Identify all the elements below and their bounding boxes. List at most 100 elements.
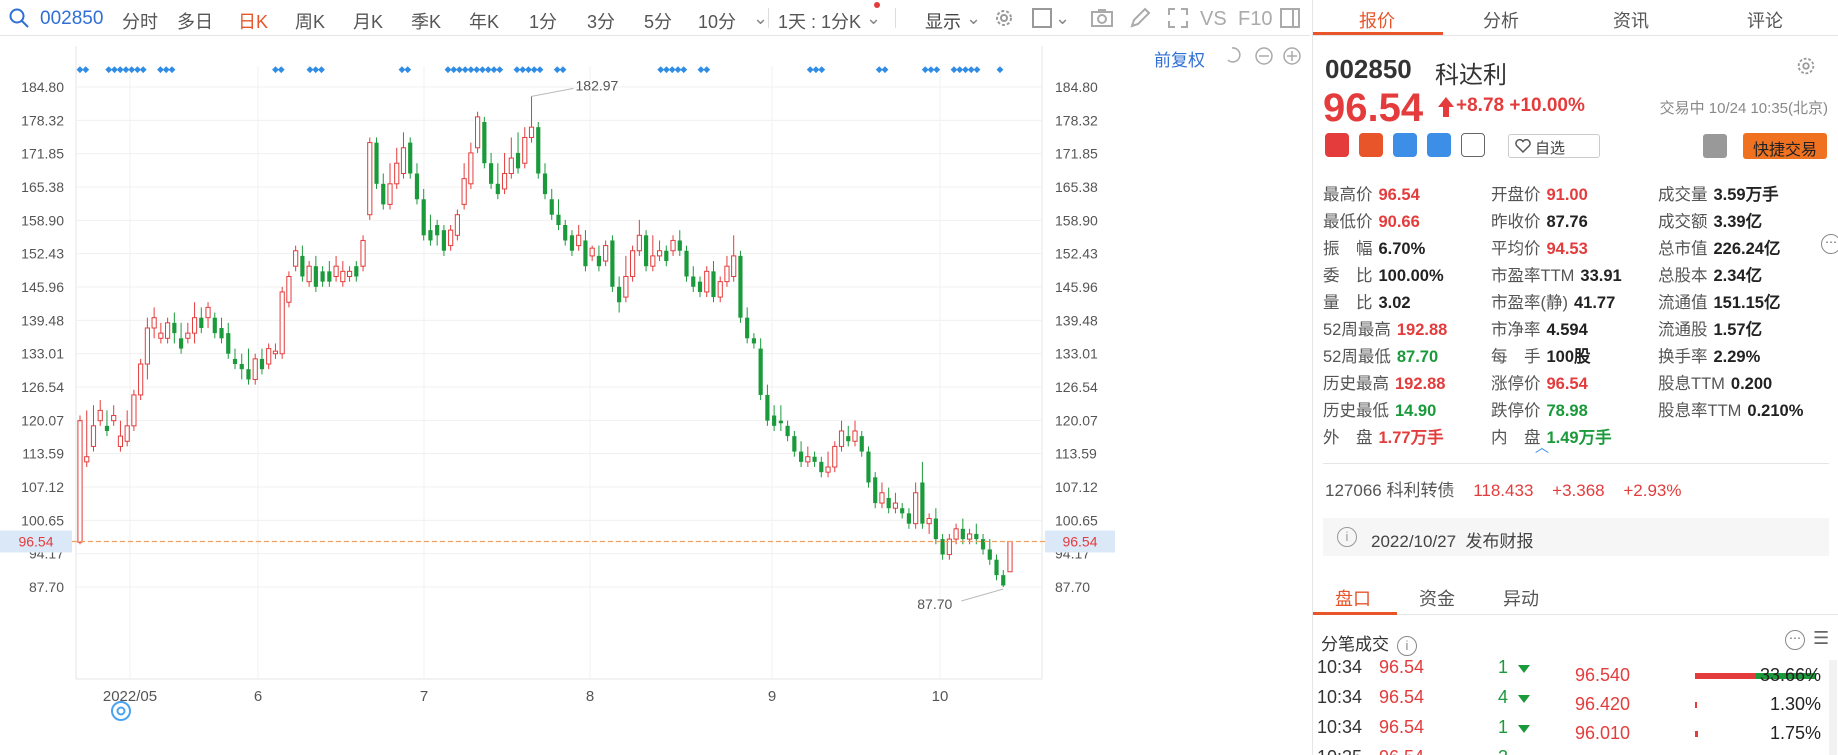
x-tick-label: 2022/05: [103, 688, 157, 705]
info-icon[interactable]: i: [1397, 635, 1417, 656]
candle-down: [765, 394, 770, 421]
stat-value: 87.76: [1546, 213, 1588, 231]
zoom-in-icon[interactable]: [1283, 47, 1301, 65]
period-fenshi[interactable]: 分时: [122, 12, 158, 32]
y-tick-label: 113.59: [22, 446, 64, 462]
add-watchlist-button[interactable]: 自选: [1508, 134, 1600, 158]
tab-comments[interactable]: 评论: [1747, 11, 1783, 31]
stat-label: 量 比: [1323, 294, 1373, 312]
period-duori[interactable]: 多日: [177, 12, 213, 32]
candle-down: [745, 317, 750, 339]
candle-series: [77, 96, 1013, 587]
bond-code: 127066: [1325, 481, 1382, 500]
kline-chart[interactable]: ◆◆ ◆◆◆◆◆◆◆ ◆◆◆ ◆◆ ◆◆◆ ◆◆ ◆◆◆◆◆◆◆◆◆◆ ◆◆◆◆◆ ◆◆ ◆◆◆◆…: [0, 36, 1310, 755]
period-quarterly-k[interactable]: 季K: [411, 12, 442, 32]
candle-up: [158, 332, 164, 339]
period-yearly-k[interactable]: 年K: [469, 12, 500, 32]
subtab-pankou[interactable]: 盘口: [1335, 589, 1371, 609]
stat-label: 平均价: [1491, 240, 1541, 258]
active-tab-underline: [1313, 32, 1443, 35]
tag-icon[interactable]: [1427, 133, 1451, 157]
runner-icon[interactable]: [1359, 133, 1383, 157]
gear-icon[interactable]: [1795, 55, 1817, 82]
y-tick-label-right: 113.59: [1055, 446, 1097, 462]
down-arrow-icon: [1518, 695, 1530, 703]
symbol-label[interactable]: 002850: [40, 8, 104, 29]
fuquan-selector[interactable]: 前复权: [1154, 51, 1205, 70]
distribution-row: 96.540 33.66%: [1313, 665, 1838, 693]
china-flag-icon[interactable]: [1325, 133, 1349, 157]
gear-icon[interactable]: [992, 6, 1016, 30]
list-icon[interactable]: ☰: [1813, 628, 1830, 648]
x-tick-label: 9: [768, 688, 776, 705]
square-icon[interactable]: [1030, 6, 1054, 30]
period-daily-k[interactable]: 日K: [238, 12, 269, 32]
zoom-out-icon[interactable]: [1255, 47, 1273, 65]
multi-day-select[interactable]: 1天 : 1分K: [778, 12, 862, 32]
stat-item: 最高价 96.54: [1323, 181, 1420, 205]
earnings-notice[interactable]: i 2022/10/27 发布财报: [1323, 518, 1829, 556]
search-icon[interactable]: [8, 7, 30, 35]
period-3min[interactable]: 3分: [587, 12, 616, 32]
stat-value: 3.02: [1378, 294, 1411, 312]
bookmark-icon[interactable]: [1461, 133, 1485, 157]
sidebar-toggle-icon[interactable]: [1278, 6, 1302, 30]
compare-button[interactable]: VS: [1200, 8, 1227, 30]
chevron-down-icon[interactable]: ⌄: [1055, 8, 1071, 28]
more-icon[interactable]: ⋯: [1821, 234, 1838, 254]
candle-down: [354, 266, 359, 277]
period-weekly-k[interactable]: 周K: [295, 12, 326, 32]
distribution-row: 96.010 1.75%: [1313, 723, 1838, 751]
period-1min[interactable]: 1分: [529, 12, 558, 32]
candle-up: [272, 350, 279, 355]
kline-chart-area[interactable]: 前复权 ◆ ◆ ◆ ◆ ◆ ◆ ◆ ◆ ◆ ◆ ◆ ◆ ◆ ◆ ◆ ◆ ◆ ◆ ◆ ◆ ◆ ◆ ◆ ◆ ◆ ◆ ◆ ◆ ◆ ◆ ◆ ◆ ◆ ◆ ◆ ◆…: [0, 36, 1310, 755]
candle-up: [205, 306, 211, 319]
x-tick-label: 10: [932, 688, 949, 705]
chevron-down-icon[interactable]: ⌄: [866, 8, 882, 28]
event-marker: ◆: [450, 64, 457, 74]
subtab-movement[interactable]: 异动: [1503, 589, 1539, 609]
f10-button[interactable]: F10: [1238, 8, 1273, 30]
scrollbar[interactable]: [1829, 660, 1837, 755]
candle-up: [117, 435, 124, 447]
shuffle-icon[interactable]: [1393, 133, 1417, 157]
tab-analysis[interactable]: 分析: [1483, 11, 1519, 31]
bell-icon[interactable]: [1703, 134, 1727, 158]
stat-label: 最高价: [1323, 186, 1373, 204]
period-5min[interactable]: 5分: [644, 12, 673, 32]
chevron-down-icon[interactable]: ⌄: [966, 8, 982, 28]
y-tick-label: 152.43: [21, 246, 64, 262]
stat-label: 每 手: [1491, 348, 1541, 366]
candle-down: [549, 199, 554, 215]
undo-icon[interactable]: [1227, 47, 1241, 63]
candle-down: [556, 214, 561, 226]
current-price-tag-right: [1045, 530, 1115, 553]
chevron-down-icon[interactable]: ⌄: [753, 8, 769, 28]
candle-up: [252, 358, 258, 380]
candle-down: [219, 327, 224, 339]
candle-up: [165, 322, 171, 339]
period-10min[interactable]: 10分: [698, 12, 737, 32]
candle-up: [508, 157, 514, 175]
display-menu[interactable]: 显示: [925, 12, 961, 32]
candle-up: [522, 136, 528, 164]
fullscreen-icon[interactable]: [1166, 6, 1190, 30]
collapse-icon[interactable]: ︿: [1535, 439, 1549, 455]
more-icon[interactable]: ⋯: [1785, 630, 1805, 650]
distribution-bar-buy: [1695, 702, 1698, 708]
quick-trade-button[interactable]: 快捷交易: [1743, 133, 1827, 159]
event-marker: ◆: [669, 64, 676, 74]
stat-value: 0.200: [1730, 375, 1773, 393]
convertible-bond-row[interactable]: 127066 科利转债 118.433 +3.368 +2.93%: [1325, 476, 1682, 501]
tab-quote[interactable]: 报价: [1359, 11, 1395, 31]
candle-down: [664, 250, 669, 262]
tab-news[interactable]: 资讯: [1613, 11, 1649, 31]
subtab-funds[interactable]: 资金: [1419, 589, 1455, 609]
at-icon[interactable]: [111, 701, 131, 721]
event-marker: ◆: [560, 64, 567, 74]
candle-down: [886, 497, 891, 509]
camera-icon[interactable]: [1090, 6, 1114, 30]
pencil-icon[interactable]: [1128, 6, 1152, 30]
event-marker: ◆: [312, 64, 319, 74]
period-monthly-k[interactable]: 月K: [353, 12, 384, 32]
